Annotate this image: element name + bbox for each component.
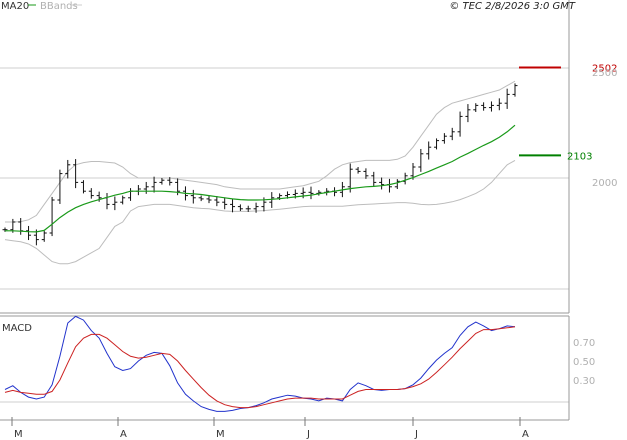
ohlc-bar [167, 177, 173, 186]
ohlc-bar [441, 133, 447, 144]
support-level-label: 2103 [567, 151, 592, 162]
ohlc-bar [18, 218, 24, 235]
ohlc-bar [481, 102, 487, 111]
macd-title: MACD [2, 323, 32, 334]
ohlc-bar [269, 192, 275, 208]
ohlc-bar [426, 141, 432, 160]
ohlc-bar [222, 197, 228, 210]
ohlc-bar [363, 168, 369, 179]
price-axis-ticks: 2000 2500 [592, 68, 617, 189]
macd-tick-label: 0.70 [573, 338, 595, 349]
ohlc-bar [347, 163, 353, 193]
ohlc-bar [394, 179, 400, 189]
ohlc-bar [128, 188, 134, 201]
price-series [2, 80, 518, 265]
ohlc-bar [386, 178, 392, 193]
ohlc-bar [379, 177, 385, 190]
ohlc-bar [57, 169, 63, 204]
ohlc-bar [135, 185, 141, 196]
macd-series [4, 315, 516, 412]
macd-panel: MACD 0.70 0.50 0.30 [0, 315, 595, 420]
macd-tick-label: 0.30 [573, 376, 595, 387]
ohlc-bar [80, 180, 86, 194]
ohlc-bar [355, 167, 361, 174]
ohlc-bar [308, 186, 314, 200]
ohlc-bar [504, 88, 510, 109]
macd-tick-label: 0.50 [573, 357, 595, 368]
macd-axis-ticks: 0.70 0.50 0.30 [573, 338, 595, 387]
price-panel: 2502 2103 2000 2500 [0, 0, 617, 314]
legend-bbands: BBands [40, 1, 78, 12]
ohlc-bar [112, 196, 118, 211]
chart-header: MA20 BBands © TEC 2/8/2026 3:0 GMT [1, 1, 576, 12]
ohlc-bar [418, 148, 424, 172]
ohlc-bar [65, 159, 71, 179]
ohlc-bar [488, 101, 494, 112]
ohlc-bar [316, 190, 322, 196]
ohlc-bar [206, 195, 212, 204]
resistance-level-label: 2502 [592, 64, 617, 75]
time-tick-label: M [14, 429, 23, 440]
ohlc-bar [151, 176, 157, 193]
ohlc-bar [120, 195, 126, 205]
ohlc-bar [143, 181, 149, 194]
ohlc-bar [49, 196, 55, 237]
ohlc-bar [434, 138, 440, 150]
ohlc-bar [237, 204, 243, 211]
ohlc-bar [496, 98, 502, 111]
time-tick-label: M [216, 429, 225, 440]
price-tick-label: 2500 [592, 68, 617, 79]
time-tick-label: A [120, 429, 127, 440]
ohlc-bar [88, 188, 94, 199]
bbands-upper-line [5, 80, 516, 223]
ohlc-bar [465, 104, 471, 123]
ohlc-bar [253, 202, 259, 213]
ma20-line [5, 124, 516, 233]
ohlc-bar [473, 103, 479, 112]
ohlc-bar [104, 192, 110, 210]
ohlc-bar [512, 83, 518, 97]
price-tick-label: 2000 [592, 178, 617, 189]
macd-line [4, 315, 516, 412]
legend-ma20: MA20 [1, 1, 29, 12]
time-tick-label: J [306, 429, 310, 440]
ohlc-bar [449, 127, 455, 141]
time-tick-label: A [522, 429, 529, 440]
ohlc-bar [245, 205, 251, 212]
price-levels: 2502 2103 [519, 64, 617, 162]
ohlc-bar [73, 159, 79, 189]
ohlc-bar [230, 198, 236, 213]
ohlc-bar [457, 111, 463, 137]
ohlc-bar [214, 196, 220, 207]
ohlc-bar [402, 172, 408, 185]
ohlc-bar [26, 225, 32, 241]
bbands-lower-line [4, 159, 516, 265]
ohlc-bar [190, 189, 196, 204]
ohlc-bar [371, 171, 377, 187]
ohlc-bar [41, 230, 47, 242]
time-tick-label: J [414, 429, 418, 440]
ohlc-bar [159, 178, 165, 185]
ohlc-bar [198, 195, 204, 202]
copyright-stamp: © TEC 2/8/2026 3:0 GMT [449, 1, 576, 12]
macd-signal-line [4, 326, 516, 409]
